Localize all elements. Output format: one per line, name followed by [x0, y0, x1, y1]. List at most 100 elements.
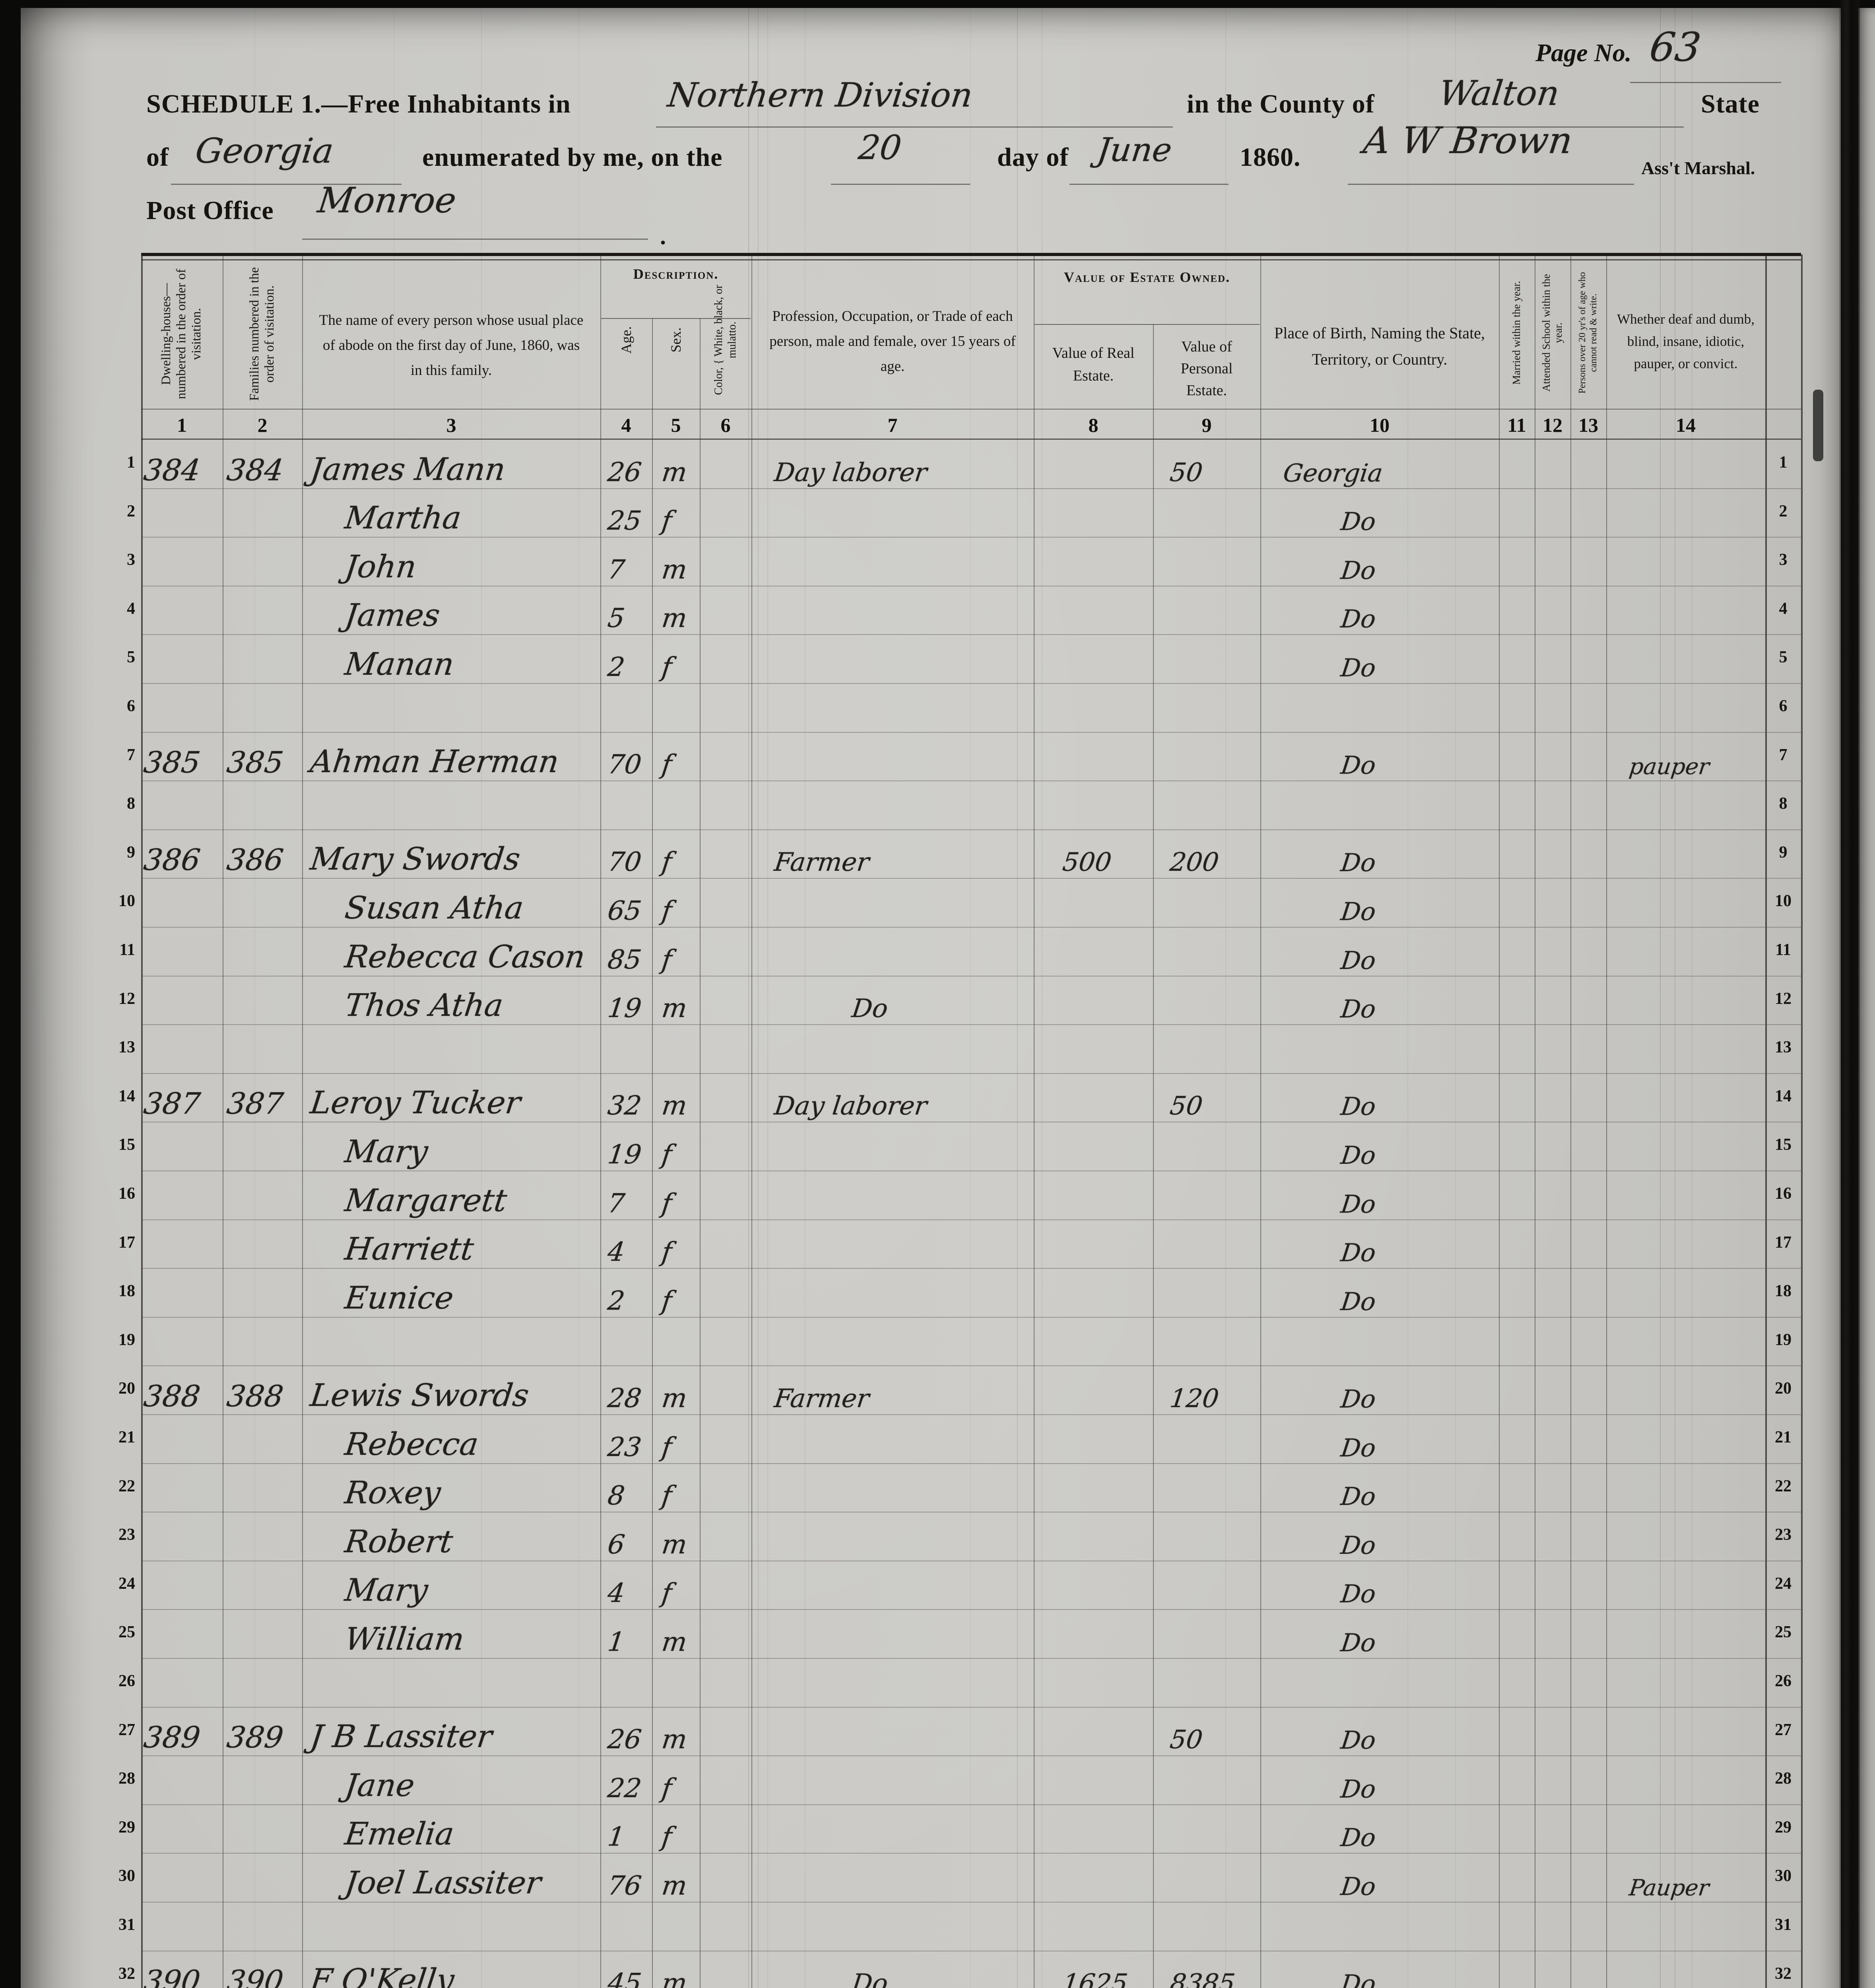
row-number-right: 18: [1775, 1282, 1792, 1301]
cell-sex: m: [660, 1626, 689, 1657]
cell-age: 8: [606, 1480, 627, 1511]
table-top-rule: [141, 253, 1801, 256]
cell-pob: Do: [1339, 507, 1378, 536]
group-description: Description.: [633, 266, 719, 282]
cell-name: Robert: [343, 1524, 455, 1560]
binding-seam: [1839, 0, 1860, 1988]
table-column-line: [1570, 254, 1571, 1988]
row-number-left: 16: [118, 1184, 135, 1203]
row-line: [141, 975, 1801, 977]
table-row: Rebecca Cason 85 f Do: [0, 927, 1875, 976]
row-number-left: 5: [127, 648, 135, 667]
row-number-right: 22: [1775, 1477, 1792, 1495]
table-row: Joel Lassiter 76 m Do Pauper: [0, 1853, 1875, 1902]
cell-name: J B Lassiter: [308, 1719, 494, 1755]
table-row: [0, 1317, 1875, 1366]
table-column-line: [1260, 254, 1261, 1988]
cell-pob: Do: [1339, 1140, 1378, 1170]
cell-sex: f: [660, 846, 674, 878]
row-line: [141, 1219, 1801, 1220]
col-header-real-estate: Value of Real Estate.: [1052, 345, 1135, 384]
page-no-label: Page No.: [1535, 39, 1632, 67]
col-header-sex: Sex.: [668, 327, 684, 353]
cell-fam: 385: [225, 746, 285, 780]
cell-occ: Farmer: [773, 1384, 871, 1413]
cell-pe: 120: [1168, 1384, 1221, 1413]
cell-occ: Day laborer: [773, 1091, 929, 1121]
cell-dw: 389: [142, 1720, 202, 1755]
cell-name: Emelia: [343, 1816, 456, 1852]
of-label: of: [146, 143, 169, 172]
row-line: [141, 1463, 1801, 1464]
table-column-line: [1765, 254, 1767, 1988]
column-number: 3: [446, 414, 456, 436]
row-number-left: 11: [119, 941, 135, 959]
table-row: Rebecca 23 f Do: [0, 1414, 1875, 1463]
cell-sex: f: [660, 1773, 674, 1804]
row-number-left: 28: [118, 1769, 135, 1788]
row-number-right: 3: [1779, 551, 1788, 569]
table-row: [0, 1902, 1875, 1951]
table-row: Harriett 4 f Do: [0, 1219, 1875, 1268]
table-column-line: [141, 254, 143, 1988]
cell-name: Roxey: [343, 1475, 443, 1511]
cell-sex: f: [660, 944, 674, 975]
marshal-name: A W Brown: [1361, 119, 1575, 162]
row-line: [141, 488, 1801, 489]
marshal-underline: [1348, 184, 1634, 185]
table-row: Jane 22 f Do: [0, 1755, 1875, 1804]
row-number-left: 4: [127, 599, 135, 618]
row-number-right: 19: [1775, 1330, 1792, 1349]
cell-name: Susan Atha: [343, 890, 526, 926]
row-line: [141, 1414, 1801, 1415]
row-number-left: 2: [127, 502, 135, 520]
cell-fam: 384: [225, 453, 285, 487]
row-number-right: 14: [1775, 1087, 1792, 1105]
cell-pob: Do: [1339, 1774, 1378, 1804]
cell-sex: f: [660, 1237, 674, 1268]
row-line: [141, 683, 1801, 684]
row-number-right: 13: [1775, 1038, 1792, 1057]
col-header-birthplace: Place of Birth, Naming the State, Territ…: [1274, 324, 1485, 368]
row-number-left: 31: [118, 1916, 135, 1934]
column-number: 11: [1507, 414, 1526, 436]
cell-age: 4: [606, 1237, 627, 1268]
cell-dw: 385: [142, 746, 202, 780]
cell-sex: m: [660, 1968, 689, 1988]
row-line: [141, 1902, 1801, 1903]
cell-pe: 200: [1168, 848, 1221, 878]
col-header-married: Married within the year.: [1510, 281, 1523, 385]
cell-age: 76: [606, 1870, 643, 1901]
state-label: State: [1701, 89, 1760, 118]
cell-pob: Do: [1339, 1530, 1378, 1560]
cell-rem: Pauper: [1628, 1875, 1711, 1901]
col-header-occupation: Profession, Occupation, or Trade of each…: [769, 308, 1016, 375]
row-line: [141, 1268, 1801, 1269]
cell-sex: f: [660, 749, 674, 780]
table-row: Margarett 7 f Do: [0, 1171, 1875, 1219]
row-number-left: 22: [118, 1477, 135, 1495]
row-number-right: 26: [1775, 1672, 1792, 1690]
row-number-right: 28: [1775, 1769, 1792, 1788]
column-number: 2: [257, 414, 268, 436]
table-row: 386 386 Mary Swords 70 f Farmer 500 200 Do: [0, 829, 1875, 878]
row-number-right: 6: [1779, 697, 1788, 715]
cell-name: Harriett: [343, 1231, 476, 1268]
row-line: [141, 537, 1801, 538]
row-line: [141, 1073, 1801, 1074]
cell-sex: f: [660, 505, 674, 536]
cell-pob: Do: [1339, 604, 1378, 634]
table-column-line: [1499, 254, 1500, 1988]
cell-age: 65: [606, 895, 643, 926]
row-line: [141, 1755, 1801, 1757]
marshal-label: Ass't Marshal.: [1641, 158, 1755, 178]
cell-occ: Do: [850, 1969, 890, 1988]
cell-age: 2: [606, 651, 627, 682]
row-number-left: 3: [127, 551, 135, 569]
cell-age: 19: [606, 993, 643, 1024]
table-row: Roxey 8 f Do: [0, 1463, 1875, 1512]
row-number-left: 21: [118, 1428, 135, 1446]
column-number: 7: [887, 414, 898, 436]
state-underline: [171, 184, 402, 185]
adjacent-page-strip: [1858, 8, 1875, 1988]
